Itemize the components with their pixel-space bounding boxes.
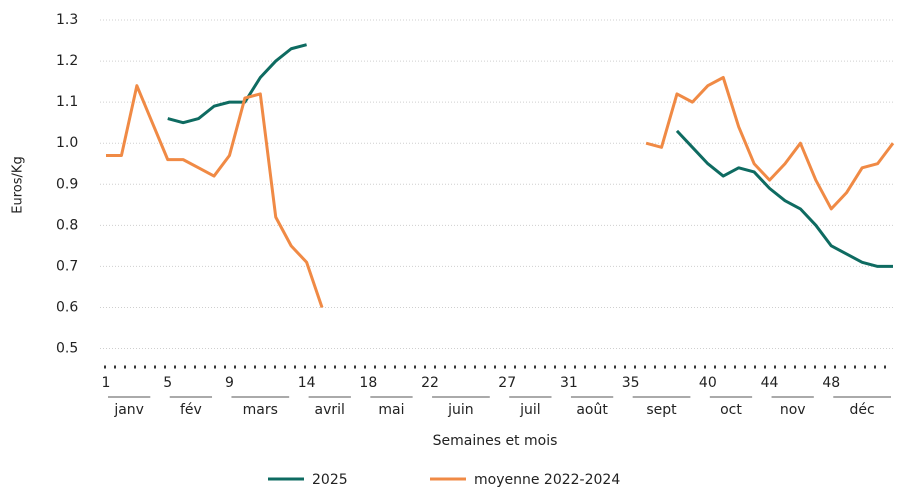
month-label: mars <box>243 402 278 418</box>
series-line <box>167 43 307 125</box>
month-label: mai <box>378 402 404 418</box>
series-line <box>675 129 893 268</box>
legend-label: 2025 <box>312 472 348 488</box>
month-label: déc <box>850 402 875 418</box>
y-tick-label: 1.3 <box>56 12 78 28</box>
x-axis-label: Semaines et mois <box>433 433 558 449</box>
x-tick-label: 14 <box>298 375 316 391</box>
month-label: juin <box>447 402 474 418</box>
x-tick-label: 31 <box>560 375 578 391</box>
x-tick-label: 1 <box>102 375 111 391</box>
series-line <box>645 75 895 211</box>
y-axis-label: Euros/Kg <box>11 156 26 213</box>
month-label: fév <box>180 402 202 418</box>
x-tick-label: 35 <box>622 375 640 391</box>
x-tick-label: 40 <box>699 375 717 391</box>
month-label: oct <box>720 402 742 418</box>
month-label: août <box>576 402 608 418</box>
y-tick-label: 1.0 <box>56 135 78 151</box>
month-label: sept <box>646 402 677 418</box>
month-label: avril <box>315 402 345 418</box>
x-tick-label: 44 <box>761 375 779 391</box>
x-tick-label: 5 <box>163 375 172 391</box>
month-label: janv <box>113 402 144 418</box>
y-tick-label: 0.8 <box>56 217 78 233</box>
y-tick-label: 1.2 <box>56 53 78 69</box>
y-tick-label: 0.9 <box>56 176 78 192</box>
month-label: juil <box>519 402 541 418</box>
x-tick-label: 22 <box>421 375 439 391</box>
month-label: nov <box>780 402 806 418</box>
x-tick-label: 27 <box>498 375 516 391</box>
x-tick-label: 9 <box>225 375 234 391</box>
x-tick-label: 18 <box>359 375 377 391</box>
y-tick-label: 0.6 <box>56 299 78 315</box>
series-line <box>106 84 324 308</box>
y-tick-label: 0.5 <box>56 341 78 357</box>
y-tick-label: 0.7 <box>56 258 78 274</box>
y-tick-label: 1.1 <box>56 94 78 110</box>
x-tick-label: 48 <box>822 375 840 391</box>
legend-label: moyenne 2022-2024 <box>474 472 620 488</box>
